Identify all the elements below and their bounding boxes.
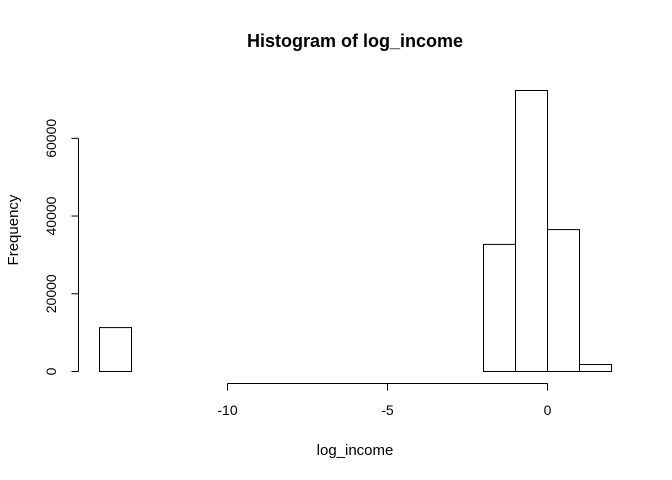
histogram-bar	[579, 364, 612, 372]
y-axis: 0 20000 40000 60000	[43, 119, 79, 375]
y-tick-label: 0	[43, 367, 59, 375]
histogram-bar	[547, 229, 580, 372]
x-axis-label: log_income	[317, 442, 394, 459]
histogram-bar	[99, 327, 132, 373]
y-tick-label: 60000	[43, 119, 59, 158]
bars-group	[99, 90, 612, 373]
x-tick-label: -5	[381, 402, 394, 418]
x-axis: -10 -5 0	[217, 383, 552, 418]
x-tick-label: 0	[544, 402, 552, 418]
y-tick-label: 20000	[43, 274, 59, 313]
x-tick-label: -10	[217, 402, 237, 418]
y-tick-label: 40000	[43, 196, 59, 235]
y-axis-label: Frequency	[5, 194, 22, 265]
histogram-bar	[515, 90, 548, 372]
chart-title: Histogram of log_income	[247, 31, 463, 51]
histogram-bar	[483, 243, 516, 372]
